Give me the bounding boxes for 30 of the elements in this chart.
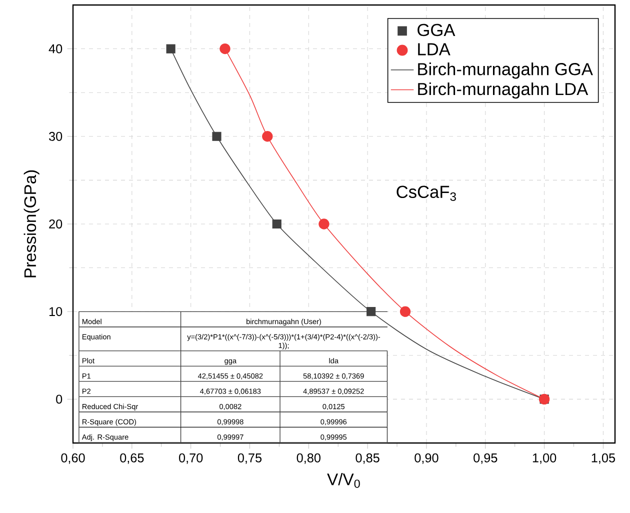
legend-label: LDA — [418, 43, 450, 56]
point — [262, 131, 273, 142]
y-axis-title: Pression(GPa) — [24, 170, 40, 278]
x-tick-label: 0,95 — [474, 453, 498, 464]
point — [166, 44, 176, 54]
y-tick-label: 30 — [48, 132, 62, 141]
x-tick-label: 1,00 — [532, 453, 556, 464]
legend-label: Birch-murnagahn LDA — [418, 82, 588, 99]
x-tick-label: 0,60 — [61, 453, 85, 464]
legend-label: Birch-murnagahn GGA — [418, 62, 593, 79]
point — [400, 306, 411, 317]
x-axis-title: V/V$_{0}$ — [327, 473, 360, 488]
point — [212, 132, 222, 141]
x-tick-label: 0,90 — [414, 453, 438, 464]
x-tick-label: 1,05 — [592, 453, 616, 464]
y-tick-label: 10 — [49, 307, 62, 316]
point — [318, 218, 330, 230]
y-tick-label: 20 — [49, 220, 62, 228]
point — [220, 43, 230, 54]
point — [366, 307, 376, 316]
x-tick-label: 0,85 — [356, 453, 380, 464]
legend-label: GGA — [418, 24, 456, 36]
point — [272, 219, 282, 229]
x-tick-label: 0,75 — [238, 453, 262, 464]
x-tick-label: 0,70 — [179, 453, 203, 464]
y-tick-label: 0 — [56, 394, 62, 404]
x-tick-label: 0,65 — [120, 453, 144, 464]
y-tick-label: 40 — [48, 44, 62, 54]
annotation: CsCaF$_{3}$ — [396, 186, 456, 201]
x-tick-label: 0,80 — [296, 453, 320, 464]
